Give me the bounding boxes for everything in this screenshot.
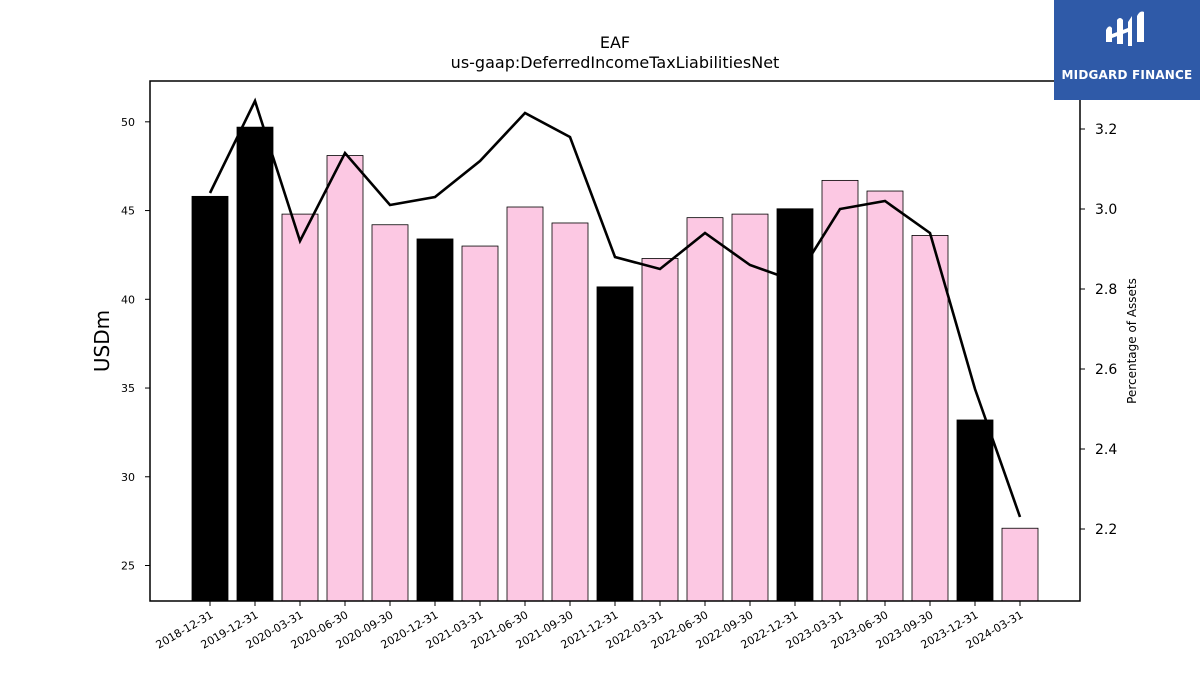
bar-2020-03-31	[281, 213, 319, 602]
bar-2020-09-30	[371, 224, 409, 602]
midgard-finance-logo: MIDGARD FINANCE	[1054, 0, 1200, 100]
y2-axis-label: Percentage of Assets	[1125, 278, 1139, 404]
y-tick-label-30: 30	[121, 471, 135, 484]
bar-2022-12-31	[776, 208, 814, 602]
bar-2023-06-30	[866, 190, 904, 602]
bar-2022-06-30	[686, 217, 724, 602]
bar-2023-09-30	[911, 235, 949, 602]
y-tick-label-50: 50	[121, 116, 135, 129]
y2-tick-label-2.8: 2.8	[1095, 282, 1117, 298]
y-axis-left: 25 30 35 40 45 50	[121, 116, 150, 573]
x-axis: 2018-12-312019-12-312020-03-312020-06-30…	[154, 601, 1026, 652]
y-tick-label-25: 25	[121, 560, 135, 573]
bar-2023-03-31	[821, 179, 859, 602]
y-axis-right: 2.2 2.4 2.6 2.8 3.0 3.2	[1080, 122, 1117, 538]
bar-2023-12-31	[956, 419, 994, 602]
bar-2020-12-31	[416, 238, 454, 602]
bar-2021-09-30	[551, 222, 589, 602]
bar-2022-03-31	[641, 258, 679, 602]
chart-subtitle: us-gaap:DeferredIncomeTaxLiabilitiesNet	[451, 53, 780, 72]
line-percentage-of-assets	[208, 97, 1022, 518]
bar-2019-12-31	[236, 126, 274, 602]
bar-2024-03-31	[1001, 527, 1039, 602]
bar-2021-12-31	[596, 286, 634, 602]
y2-tick-label-3.2: 3.2	[1095, 122, 1117, 138]
bar-series	[191, 126, 1039, 602]
bar-2018-12-31	[191, 195, 229, 602]
y2-tick-label-3: 3.0	[1095, 202, 1117, 218]
y2-tick-label-2.4: 2.4	[1095, 442, 1117, 458]
bar-2022-09-30	[731, 213, 769, 602]
bar-2021-06-30	[506, 206, 544, 602]
y2-tick-label-2.2: 2.2	[1095, 522, 1117, 538]
midgard-logo-icon	[1106, 11, 1144, 46]
line-series	[208, 97, 1022, 518]
bar-2020-06-30	[326, 155, 364, 602]
y-tick-label-35: 35	[121, 382, 135, 395]
logo-text: MIDGARD FINANCE	[1061, 68, 1193, 82]
y-tick-label-45: 45	[121, 205, 135, 218]
y-tick-label-40: 40	[121, 293, 135, 306]
bar-2021-03-31	[461, 245, 499, 602]
chart-title: EAF	[600, 33, 630, 52]
y2-tick-label-2.6: 2.6	[1095, 362, 1117, 378]
y-axis-label: USDm	[90, 310, 114, 372]
